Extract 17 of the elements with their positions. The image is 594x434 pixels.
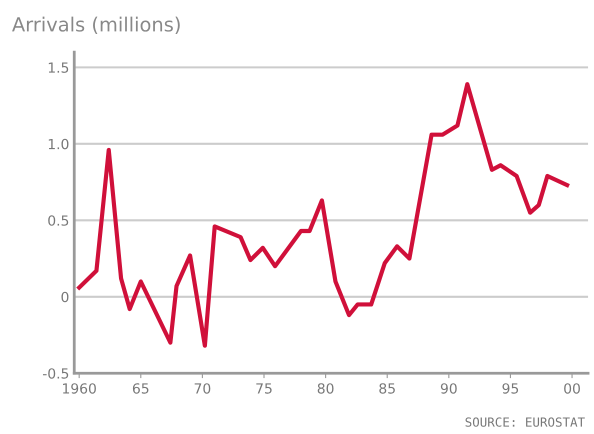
- source-note: SOURCE: EUROSTAT: [466, 417, 585, 427]
- chart-title: Arrivals (millions): [12, 16, 180, 34]
- x-tick-label: 90: [440, 383, 457, 394]
- x-tick-label: 1960: [63, 383, 96, 394]
- x-tick-label: 95: [502, 383, 518, 394]
- x-tick-label: 75: [256, 383, 272, 394]
- y-tick-label: 1.0: [48, 138, 68, 150]
- x-tick-label: 00: [564, 383, 580, 394]
- x-tick-label: 65: [132, 383, 148, 394]
- x-tick-label: 80: [318, 383, 334, 394]
- y-tick-label: 0: [61, 292, 68, 302]
- y-tick-label: 1.5: [48, 62, 68, 73]
- x-tick-label: 85: [379, 383, 395, 394]
- y-tick-label: 0.5: [48, 215, 68, 226]
- y-tick-label: -0.5: [42, 368, 68, 379]
- x-tick-label: 70: [194, 383, 210, 394]
- line-series: [77, 82, 570, 348]
